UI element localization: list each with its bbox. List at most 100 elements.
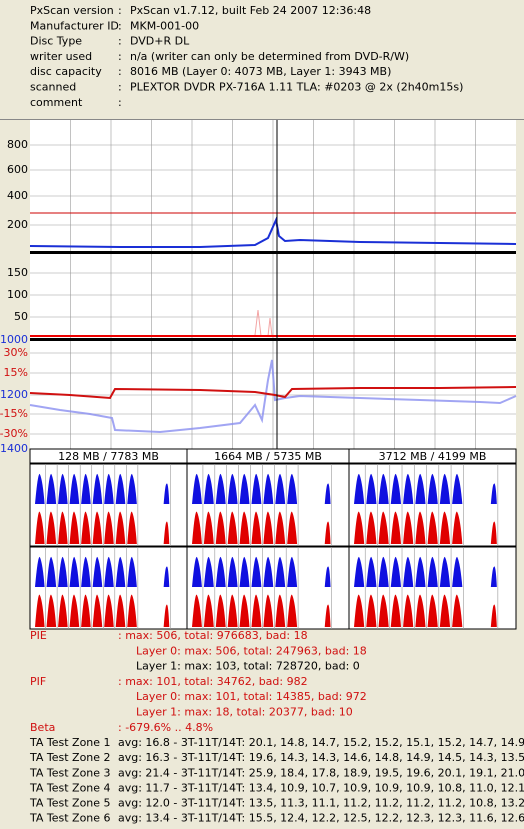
hump-red xyxy=(378,594,389,627)
hump-blue xyxy=(46,473,57,504)
stat-layer: Layer 0: max: 506, total: 247963, bad: 1… xyxy=(136,644,367,657)
hump-blue xyxy=(415,556,426,587)
info-value: DVD+R DL xyxy=(130,35,190,48)
divider xyxy=(30,251,516,254)
axis-label: 50 xyxy=(14,310,28,323)
hump-blue xyxy=(275,473,286,504)
hump-red xyxy=(215,511,226,544)
hump-red xyxy=(239,511,250,544)
hump-red xyxy=(104,511,114,544)
hump-blue xyxy=(35,556,45,587)
hump-blue xyxy=(92,473,103,504)
hump-red xyxy=(354,594,365,627)
hump-blue xyxy=(69,556,80,587)
hump-red xyxy=(287,511,298,544)
hump-red xyxy=(251,594,262,627)
hump-blue xyxy=(192,556,202,587)
ta-value: avg: 21.4 - 3T-11T/14T: 25.9, 18.4, 17.8… xyxy=(118,766,524,779)
stat-layer: Layer 1: max: 103, total: 728720, bad: 0 xyxy=(136,660,360,673)
hump-red xyxy=(163,604,170,627)
hump-blue xyxy=(104,556,114,587)
axis-label: 600 xyxy=(7,163,28,176)
hump-blue xyxy=(163,566,170,587)
divider xyxy=(30,338,516,341)
hump-blue xyxy=(203,473,214,504)
hump-blue xyxy=(227,556,238,587)
info-colon: : xyxy=(118,4,122,17)
info-colon: : xyxy=(118,19,122,32)
hump-blue xyxy=(452,556,463,587)
hump-red xyxy=(263,511,274,544)
hump-blue xyxy=(69,473,80,504)
hump-red xyxy=(354,511,365,544)
stat-label: PIE xyxy=(30,629,47,642)
info-value: n/a (writer can only be determined from … xyxy=(130,50,409,63)
hump-blue xyxy=(263,556,274,587)
hump-red xyxy=(58,594,68,627)
hump-blue xyxy=(215,473,226,504)
hump-blue xyxy=(127,473,137,504)
separator xyxy=(0,119,524,120)
hump-red xyxy=(239,594,250,627)
ta-value: avg: 16.3 - 3T-11T/14T: 19.6, 14.3, 14.3… xyxy=(118,751,524,764)
hump-red xyxy=(439,594,451,627)
hump-red xyxy=(427,511,438,544)
zone-title: 128 MB / 7783 MB xyxy=(58,450,159,463)
ta-value: avg: 11.7 - 3T-11T/14T: 13.4, 10.9, 10.7… xyxy=(118,781,524,794)
hump-blue xyxy=(390,556,402,587)
hump-blue xyxy=(415,473,426,504)
zone-header xyxy=(348,448,517,464)
ta-value: avg: 16.8 - 3T-11T/14T: 20.1, 14.8, 14.7… xyxy=(118,736,524,749)
axis-label: 30% xyxy=(4,346,28,359)
info-value: MKM-001-00 xyxy=(130,19,199,32)
hump-red xyxy=(227,594,238,627)
hump-red xyxy=(127,594,137,627)
info-colon: : xyxy=(118,50,122,63)
hump-red xyxy=(366,511,377,544)
hump-red xyxy=(366,594,377,627)
axis-label: 15% xyxy=(4,366,28,379)
hump-red xyxy=(203,511,214,544)
hump-blue xyxy=(81,473,91,504)
info-value: PxScan v1.7.12, built Feb 24 2007 12:36:… xyxy=(130,4,371,17)
hump-blue xyxy=(263,473,274,504)
hump-blue xyxy=(427,473,438,504)
hump-red xyxy=(251,511,262,544)
hump-blue xyxy=(251,473,262,504)
hump-blue xyxy=(46,556,57,587)
hump-red xyxy=(127,511,137,544)
hump-red xyxy=(46,594,57,627)
hump-red xyxy=(390,511,402,544)
ta-value: avg: 13.4 - 3T-11T/14T: 15.5, 12.4, 12.2… xyxy=(118,812,524,825)
hump-red xyxy=(35,511,45,544)
axis-label: -30% xyxy=(0,427,28,440)
info-colon: : xyxy=(118,81,122,94)
hump-blue xyxy=(287,473,298,504)
axis-label: 400 xyxy=(7,189,28,202)
axis-label: 200 xyxy=(7,218,28,231)
stat-summary: : max: 506, total: 976683, bad: 18 xyxy=(118,629,308,642)
axis-label: 150 xyxy=(7,266,28,279)
ta-label: TA Test Zone 2 xyxy=(29,751,111,764)
hump-red xyxy=(452,594,463,627)
hump-red xyxy=(104,594,114,627)
ta-label: TA Test Zone 5 xyxy=(29,797,111,810)
stat-label: PIF xyxy=(30,675,46,688)
hump-red xyxy=(324,604,331,627)
hump-red xyxy=(227,511,238,544)
hump-blue xyxy=(275,556,286,587)
hump-blue xyxy=(354,473,365,504)
zone-title: 3712 MB / 4199 MB xyxy=(379,450,487,463)
hump-blue xyxy=(227,473,238,504)
hump-red xyxy=(439,511,451,544)
hump-blue xyxy=(58,473,68,504)
hump-blue xyxy=(427,556,438,587)
hump-blue xyxy=(115,556,126,587)
stat-summary: : -679.6% .. 4.8% xyxy=(118,721,213,734)
hump-blue xyxy=(490,566,497,587)
ta-label: TA Test Zone 3 xyxy=(29,766,111,779)
stat-label: Beta xyxy=(30,721,55,734)
grid xyxy=(30,120,516,449)
hump-red xyxy=(192,511,202,544)
